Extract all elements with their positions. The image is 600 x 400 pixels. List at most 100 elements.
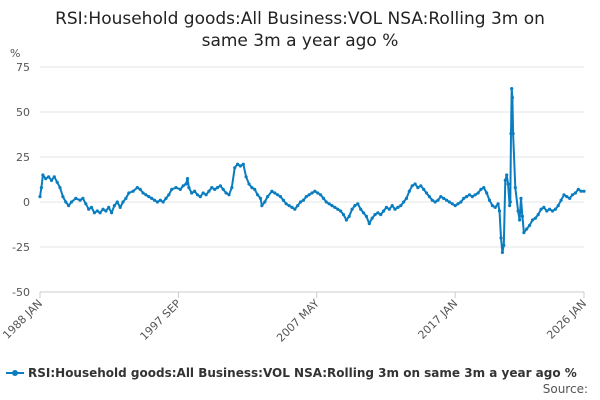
data-point[interactable]	[513, 186, 517, 190]
data-point[interactable]	[413, 182, 417, 186]
data-point[interactable]	[373, 213, 377, 217]
data-point[interactable]	[74, 196, 78, 200]
data-point[interactable]	[135, 186, 139, 190]
data-point[interactable]	[490, 204, 494, 208]
data-point[interactable]	[198, 195, 202, 199]
data-point[interactable]	[58, 186, 62, 190]
data-point[interactable]	[447, 200, 451, 204]
data-point[interactable]	[476, 191, 480, 195]
data-point[interactable]	[545, 209, 549, 213]
legend[interactable]: RSI:Household goods:All Business:VOL NSA…	[6, 366, 577, 380]
data-point[interactable]	[276, 193, 280, 197]
data-point[interactable]	[112, 204, 116, 208]
data-point[interactable]	[263, 200, 267, 204]
data-point[interactable]	[508, 204, 512, 208]
data-point[interactable]	[499, 236, 503, 240]
data-point[interactable]	[215, 186, 220, 190]
data-point[interactable]	[519, 196, 523, 200]
data-point[interactable]	[502, 243, 506, 247]
data-point[interactable]	[396, 205, 400, 209]
data-point[interactable]	[287, 204, 291, 208]
data-point[interactable]	[341, 213, 346, 217]
data-point[interactable]	[155, 200, 159, 204]
data-point[interactable]	[516, 209, 520, 213]
data-point[interactable]	[141, 191, 145, 195]
data-point[interactable]	[382, 209, 386, 213]
data-point[interactable]	[493, 205, 497, 209]
data-point[interactable]	[238, 164, 242, 168]
data-point[interactable]	[95, 209, 99, 213]
data-point[interactable]	[539, 207, 543, 211]
data-point[interactable]	[184, 182, 188, 186]
data-point[interactable]	[115, 200, 119, 204]
data-point[interactable]	[424, 191, 429, 195]
data-point[interactable]	[510, 87, 514, 91]
data-point[interactable]	[453, 204, 457, 208]
data-point[interactable]	[324, 200, 328, 204]
data-point[interactable]	[550, 209, 555, 213]
data-point[interactable]	[107, 205, 111, 209]
data-point[interactable]	[327, 202, 331, 206]
data-point[interactable]	[69, 200, 74, 204]
data-point[interactable]	[301, 198, 305, 202]
data-point[interactable]	[201, 191, 205, 195]
data-point[interactable]	[92, 211, 96, 215]
data-point[interactable]	[230, 186, 234, 190]
data-point[interactable]	[562, 193, 566, 197]
data-point[interactable]	[344, 218, 348, 222]
data-point[interactable]	[247, 182, 251, 186]
data-point[interactable]	[404, 196, 409, 200]
data-point[interactable]	[436, 198, 440, 202]
data-point[interactable]	[500, 250, 504, 254]
data-point[interactable]	[553, 207, 558, 211]
data-point[interactable]	[556, 204, 560, 208]
data-point[interactable]	[367, 222, 371, 226]
data-point[interactable]	[224, 191, 228, 195]
data-point[interactable]	[379, 213, 383, 217]
data-point[interactable]	[433, 200, 437, 204]
data-point[interactable]	[579, 189, 583, 193]
data-point[interactable]	[213, 187, 217, 191]
data-point[interactable]	[127, 191, 131, 195]
data-point[interactable]	[353, 204, 357, 208]
data-point[interactable]	[195, 193, 200, 197]
data-point[interactable]	[241, 162, 245, 166]
data-point[interactable]	[407, 189, 411, 193]
data-point[interactable]	[582, 189, 586, 193]
data-point[interactable]	[459, 200, 463, 204]
data-point[interactable]	[293, 207, 297, 211]
data-point[interactable]	[376, 211, 380, 215]
data-point[interactable]	[227, 193, 231, 197]
data-point[interactable]	[244, 175, 248, 179]
data-point[interactable]	[98, 211, 102, 215]
data-point[interactable]	[330, 204, 334, 208]
data-point[interactable]	[281, 198, 285, 202]
data-point[interactable]	[390, 204, 394, 208]
data-point[interactable]	[218, 184, 222, 188]
data-point[interactable]	[506, 182, 510, 186]
data-point[interactable]	[496, 202, 500, 206]
data-point[interactable]	[258, 196, 263, 200]
data-point[interactable]	[110, 211, 114, 215]
data-point[interactable]	[150, 196, 154, 200]
data-point[interactable]	[307, 193, 311, 197]
data-point[interactable]	[520, 214, 525, 218]
data-point[interactable]	[67, 204, 71, 208]
data-point[interactable]	[144, 193, 148, 197]
data-point[interactable]	[364, 214, 368, 218]
data-point[interactable]	[304, 195, 308, 199]
data-point[interactable]	[131, 189, 135, 193]
data-point[interactable]	[204, 193, 208, 197]
data-point[interactable]	[164, 196, 168, 200]
data-point[interactable]	[370, 216, 374, 220]
data-point[interactable]	[439, 195, 443, 199]
data-point[interactable]	[174, 186, 178, 190]
data-point[interactable]	[339, 209, 343, 213]
data-point[interactable]	[359, 207, 363, 211]
data-point[interactable]	[52, 175, 56, 179]
data-point[interactable]	[508, 200, 512, 204]
data-point[interactable]	[250, 186, 254, 190]
data-point[interactable]	[505, 173, 509, 177]
data-point[interactable]	[158, 198, 162, 202]
data-point[interactable]	[310, 191, 314, 195]
